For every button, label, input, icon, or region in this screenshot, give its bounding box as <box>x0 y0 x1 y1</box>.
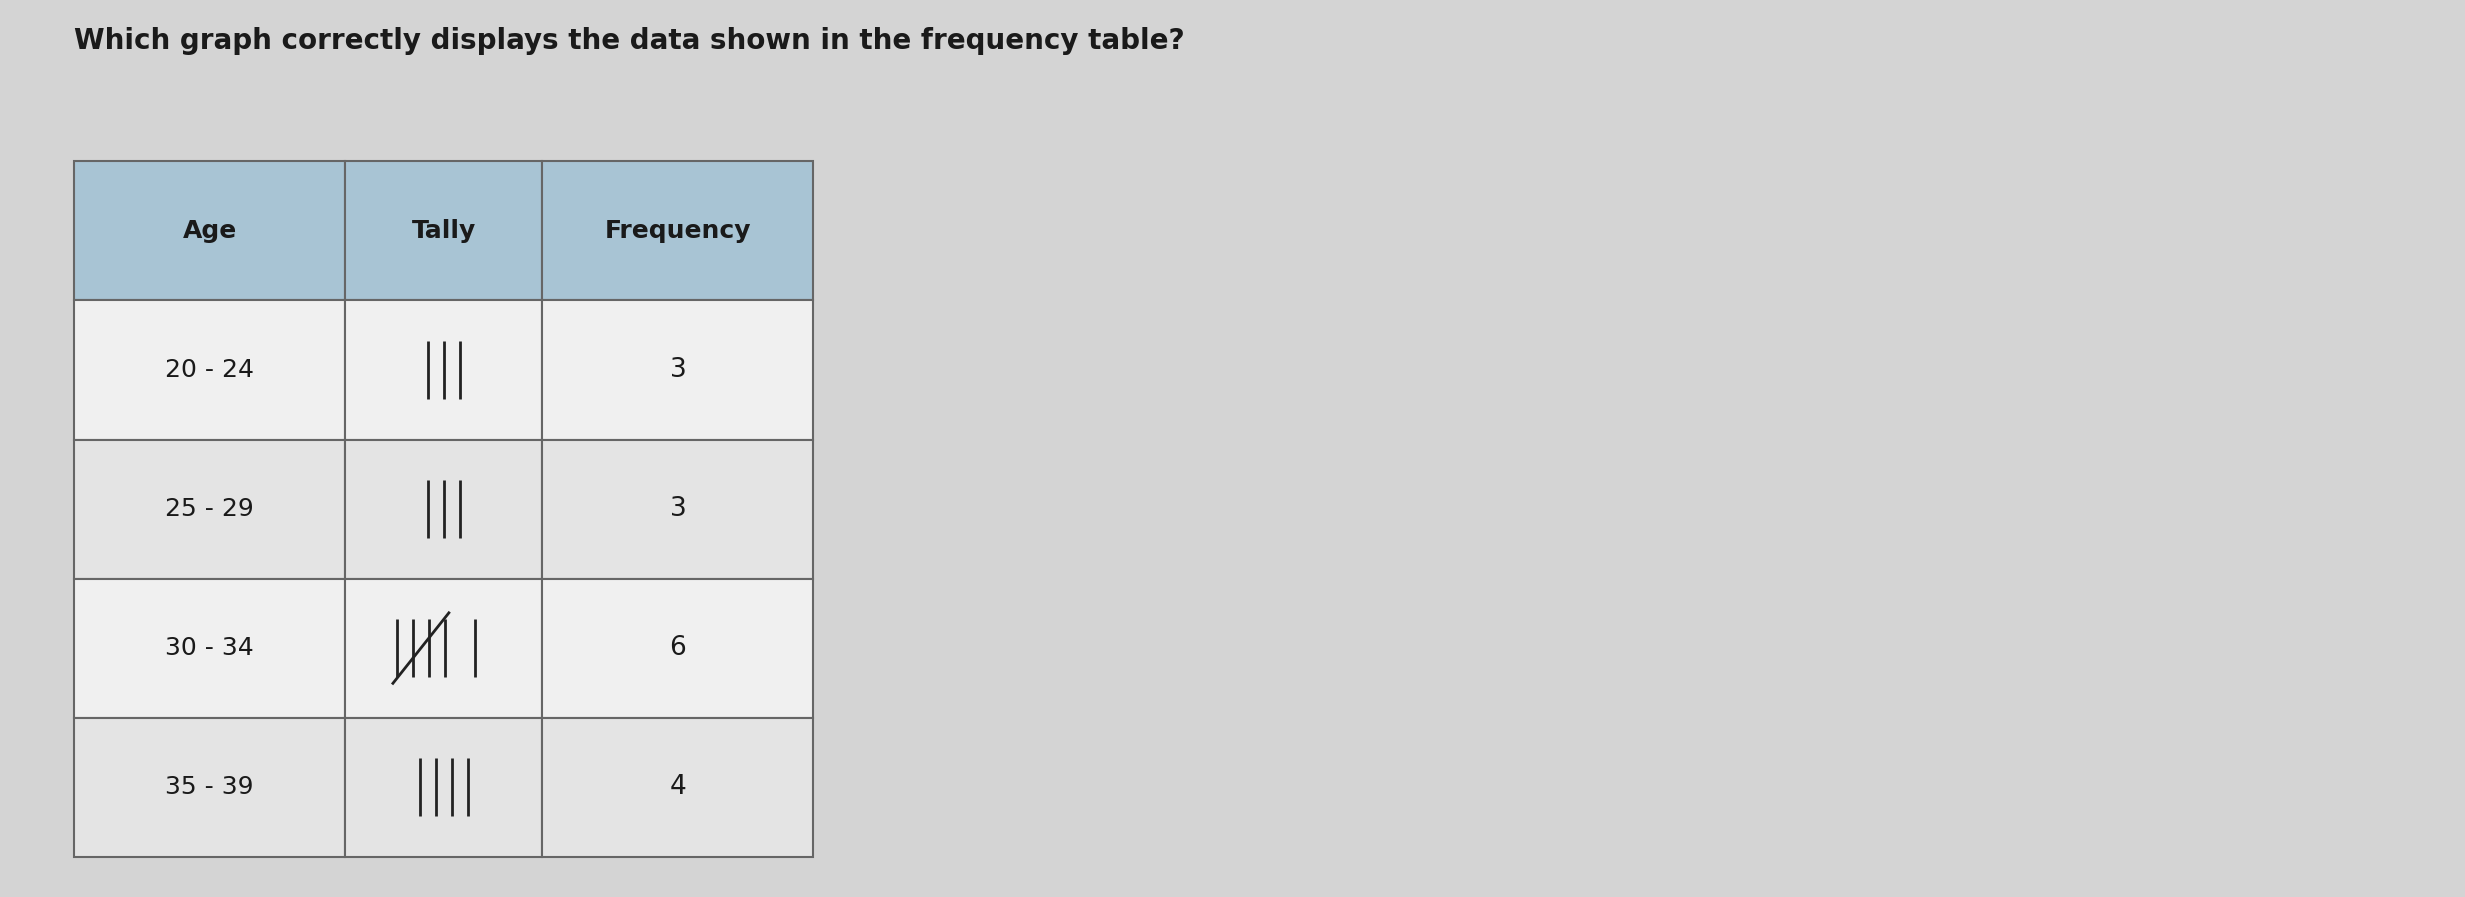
Bar <box>345 579 542 718</box>
Text: 20 - 24: 20 - 24 <box>165 358 254 382</box>
Bar <box>345 161 542 300</box>
Bar <box>345 300 542 440</box>
Text: 3: 3 <box>670 496 685 522</box>
Bar <box>345 440 542 579</box>
Text: Which graph correctly displays the data shown in the frequency table?: Which graph correctly displays the data … <box>74 27 1186 55</box>
Bar <box>74 300 345 440</box>
Text: 4: 4 <box>670 774 685 800</box>
Bar <box>74 161 345 300</box>
Bar <box>542 718 813 857</box>
Text: 3: 3 <box>670 357 685 383</box>
Bar <box>74 718 345 857</box>
Bar <box>345 718 542 857</box>
Text: 30 - 34: 30 - 34 <box>165 636 254 660</box>
Bar <box>74 579 345 718</box>
Bar <box>542 440 813 579</box>
Text: Tally: Tally <box>412 219 476 243</box>
Bar <box>542 300 813 440</box>
Text: Age: Age <box>182 219 237 243</box>
Text: 6: 6 <box>670 635 685 661</box>
Bar <box>542 161 813 300</box>
Bar <box>542 579 813 718</box>
Text: Frequency: Frequency <box>604 219 752 243</box>
Bar <box>74 440 345 579</box>
Text: 25 - 29: 25 - 29 <box>165 497 254 521</box>
Text: 35 - 39: 35 - 39 <box>165 775 254 799</box>
